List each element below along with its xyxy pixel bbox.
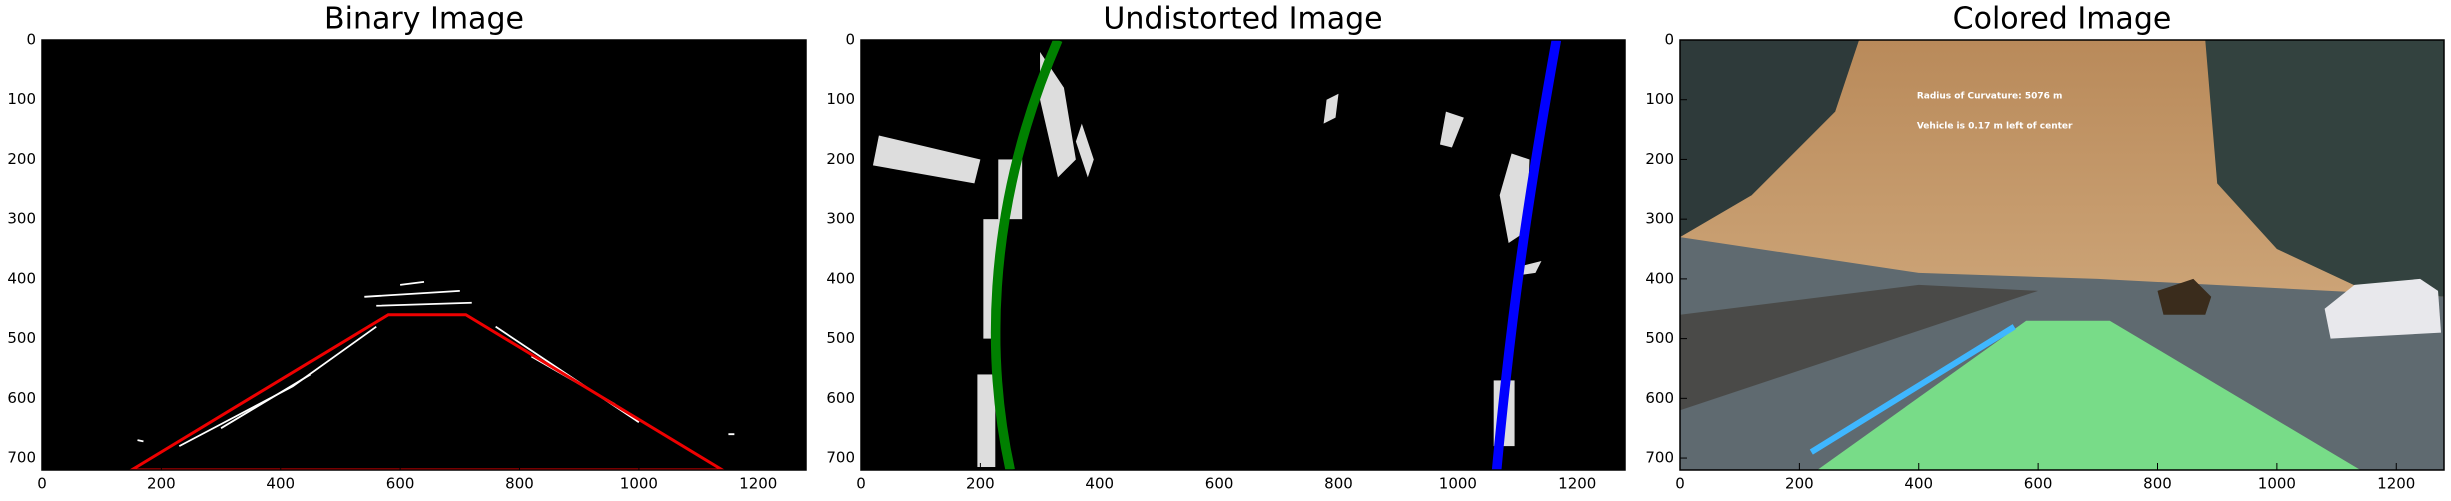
annotation: Radius of Curvature: 5076 m <box>1917 91 2063 101</box>
x-tick-label: 1200 <box>1558 475 1596 493</box>
x-tick-label: 0 <box>856 475 866 493</box>
axes-frame <box>860 39 1626 471</box>
y-tick-label: 0 <box>845 31 855 49</box>
y-tick-label: 500 <box>7 329 36 347</box>
x-tick-label: 1200 <box>739 475 777 493</box>
x-tick-label: 800 <box>2143 475 2172 493</box>
y-tick-label: 100 <box>7 90 36 108</box>
y-tick-label: 200 <box>1645 150 1674 168</box>
y-tick-label: 600 <box>826 389 855 407</box>
x-tick-label: 1000 <box>1439 475 1477 493</box>
binary-image <box>42 40 806 470</box>
y-tick-label: 200 <box>826 150 855 168</box>
y-tick-label: 0 <box>26 31 36 49</box>
x-tick-label: 0 <box>37 475 47 493</box>
x-tick-label: 400 <box>1085 475 1114 493</box>
axes-frame <box>41 39 807 471</box>
x-tick-label: 1000 <box>2258 475 2296 493</box>
x-tick-label: 600 <box>1205 475 1234 493</box>
x-tick-label: 0 <box>1675 475 1685 493</box>
y-tick-label: 700 <box>826 449 855 467</box>
y-tick-label: 0 <box>1664 31 1674 49</box>
y-tick-label: 700 <box>7 449 36 467</box>
x-tick-label: 200 <box>966 475 995 493</box>
y-tick-label: 100 <box>826 90 855 108</box>
x-tick-label: 600 <box>386 475 415 493</box>
y-tick-label: 300 <box>826 210 855 228</box>
axes-frame <box>1679 39 2445 471</box>
x-tick-label: 400 <box>1904 475 1933 493</box>
x-tick-label: 400 <box>266 475 295 493</box>
y-tick-label: 500 <box>826 329 855 347</box>
y-tick-label: 200 <box>7 150 36 168</box>
y-tick-label: 500 <box>1645 329 1674 347</box>
x-tick-label: 200 <box>1785 475 1814 493</box>
chart-title: Colored Image <box>1953 2 2172 37</box>
colored-image <box>1680 40 2444 470</box>
x-tick-label: 1200 <box>2377 475 2415 493</box>
y-tick-label: 700 <box>1645 449 1674 467</box>
x-tick-label: 800 <box>1324 475 1353 493</box>
y-tick-label: 600 <box>7 389 36 407</box>
y-tick-label: 300 <box>7 210 36 228</box>
x-tick-label: 200 <box>147 475 176 493</box>
chart-title: Undistorted Image <box>1103 2 1382 37</box>
warped-image <box>861 40 1625 470</box>
y-tick-label: 400 <box>7 269 36 287</box>
y-tick-label: 600 <box>1645 389 1674 407</box>
x-tick-label: 600 <box>2024 475 2053 493</box>
x-tick-label: 800 <box>505 475 534 493</box>
y-tick-label: 400 <box>826 269 855 287</box>
annotation: Vehicle is 0.17 m left of center <box>1917 122 2073 132</box>
x-tick-label: 1000 <box>620 475 658 493</box>
y-tick-label: 300 <box>1645 210 1674 228</box>
y-tick-label: 100 <box>1645 90 1674 108</box>
y-tick-label: 400 <box>1645 269 1674 287</box>
chart-title: Binary Image <box>324 2 524 37</box>
